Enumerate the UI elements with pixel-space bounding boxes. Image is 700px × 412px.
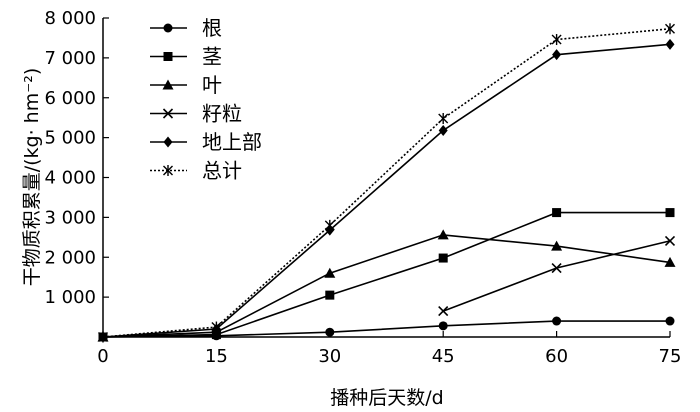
marker-x-stroke: [438, 306, 449, 317]
marker-circle: [438, 321, 448, 331]
data-point: [551, 240, 563, 251]
legend-item: 总计: [150, 159, 242, 183]
legend-label: 茎: [202, 45, 222, 69]
data-point: [552, 316, 562, 326]
series-line: [102, 234, 671, 338]
x-tick-label: 60: [545, 346, 568, 367]
y-tick-label: 2 000: [44, 247, 96, 268]
marker-triangle: [437, 229, 449, 240]
marker-x-stroke: [551, 262, 562, 274]
marker-diamond: [438, 124, 448, 136]
series-line: [102, 211, 670, 338]
data-point: [324, 267, 336, 278]
legend-item: 籽粒: [150, 102, 242, 126]
data-point: [552, 49, 562, 61]
data-point: [438, 253, 448, 263]
data-point: [438, 124, 448, 136]
legend-marker: [163, 52, 173, 61]
data-point: [325, 290, 335, 300]
series-line: [102, 320, 670, 338]
legend-item: 根: [150, 16, 222, 40]
marker-circle: [325, 327, 335, 337]
marker-square: [665, 208, 675, 218]
legend-marker: [162, 108, 174, 119]
x-tick-label: 30: [318, 346, 341, 367]
y-tick-label: 8 000: [44, 8, 96, 29]
y-axis-label: 干物质积累量/(kg· hm⁻²): [21, 68, 43, 287]
series-4: [438, 235, 676, 317]
data-point: [324, 219, 335, 231]
series-line: [442, 240, 671, 312]
y-tick-label: 5 000: [44, 128, 96, 149]
legend-item: 茎: [150, 45, 222, 69]
data-point: [438, 112, 449, 124]
data-point: [665, 38, 675, 50]
legend-marker: [162, 79, 174, 90]
legend-marker: [163, 165, 173, 176]
marker-triangle: [162, 79, 174, 90]
data-point: [438, 306, 449, 317]
series-line: [102, 27, 671, 338]
series-layer: [97, 23, 676, 343]
legend-marker: [163, 136, 173, 148]
marker-triangle: [324, 267, 336, 278]
legend-label: 根: [202, 16, 222, 40]
data-point: [98, 331, 108, 343]
data-point: [664, 256, 676, 267]
marker-triangle: [551, 240, 563, 251]
x-tick-label: 15: [205, 346, 228, 367]
marker-circle: [665, 316, 675, 326]
legend-label: 地上部: [202, 130, 262, 154]
series-1: [98, 316, 675, 342]
data-point: [551, 262, 562, 274]
data-point: [438, 321, 448, 331]
data-point: [665, 316, 675, 326]
legend-label: 叶: [202, 73, 222, 97]
legend-label: 总计: [202, 159, 242, 183]
data-point: [551, 34, 562, 46]
marker-triangle: [664, 256, 676, 267]
y-tick-label: 1 000: [44, 287, 96, 308]
y-tick-label: 3 000: [44, 207, 96, 228]
legend-item: 地上部: [150, 130, 262, 154]
y-tick-label: 6 000: [44, 88, 96, 109]
ticks: 0 15 30 45 60 75 1 000 2 000 3 000 4 000 5 000 6 00…: [44, 8, 681, 367]
data-point: [325, 327, 335, 337]
marker-square: [325, 290, 335, 300]
x-axis-label: 播种后天数/d: [330, 387, 443, 409]
legend-label: 籽粒: [202, 102, 242, 126]
x-tick-label: 75: [659, 346, 682, 367]
legend-item: 叶: [150, 73, 222, 97]
marker-x-stroke: [664, 235, 676, 246]
legend-marker: [163, 23, 173, 33]
y-tick-label: 7 000: [44, 48, 96, 69]
marker-square: [438, 253, 448, 263]
series-6: [98, 23, 675, 343]
data-point: [665, 208, 675, 218]
marker-square: [552, 208, 562, 218]
x-tick-label: 0: [97, 346, 108, 367]
marker-circle: [552, 316, 562, 326]
data-point: [211, 321, 222, 333]
data-point: [664, 235, 676, 246]
marker-x-stroke: [162, 108, 174, 119]
data-point: [552, 208, 562, 218]
marker-diamond: [665, 38, 675, 50]
marker-diamond: [163, 136, 173, 148]
marker-diamond: [552, 49, 562, 61]
series-3: [97, 229, 676, 342]
series-line: [102, 43, 671, 338]
marker-square: [163, 52, 173, 61]
y-tick-label: 4 000: [44, 168, 96, 189]
axes: [102, 18, 670, 338]
x-tick-label: 45: [432, 346, 455, 367]
data-point: [437, 229, 449, 240]
marker-circle: [163, 23, 173, 33]
data-point: [665, 23, 675, 35]
